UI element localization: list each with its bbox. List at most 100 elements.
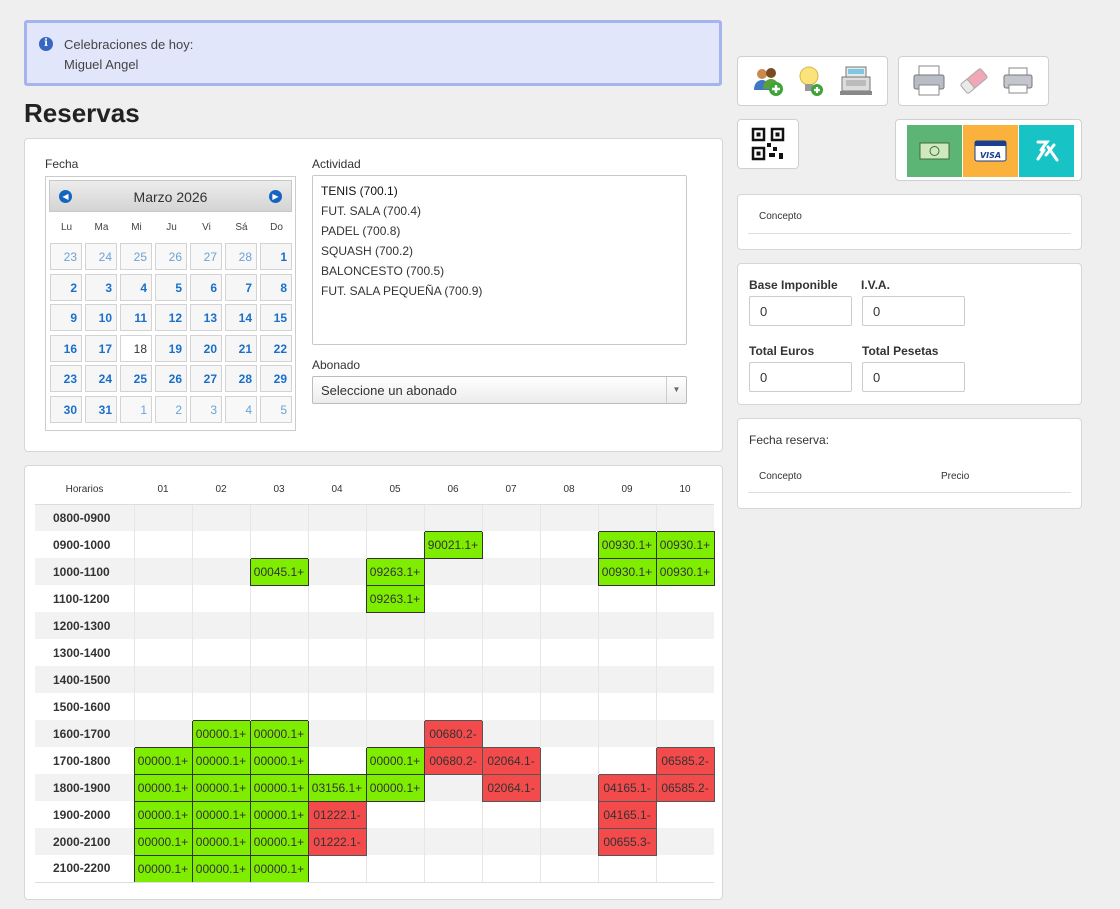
calendar-day[interactable]: 26 [155,243,187,270]
empty-slot-cell[interactable] [597,585,656,612]
booking-cell-positive[interactable]: 00000.1+ [249,800,309,829]
calendar-day[interactable]: 2 [155,395,187,423]
booking-cell-negative[interactable]: 02064.1- [481,746,541,775]
empty-slot-cell[interactable] [539,504,598,531]
empty-slot-cell[interactable] [481,558,540,585]
booking-cell-positive[interactable]: 00000.1+ [249,827,309,856]
calendar-day[interactable]: 8 [260,273,292,301]
booking-cell-positive[interactable]: 09263.1+ [365,584,425,613]
activity-list[interactable]: TENIS (700.1) FUT. SALA (700.4) PADEL (700… [312,175,687,345]
calendar-day[interactable]: 1 [120,395,152,423]
booking-cell-positive[interactable]: 00000.1+ [249,746,309,775]
empty-slot-cell[interactable] [307,558,366,585]
empty-slot-cell[interactable] [481,504,540,531]
empty-slot-cell[interactable] [539,612,598,639]
empty-slot-cell[interactable] [597,747,656,774]
empty-slot-cell[interactable] [133,504,192,531]
calendar-day[interactable]: 10 [85,304,117,331]
empty-slot-cell[interactable] [133,666,192,693]
empty-slot-cell[interactable] [133,531,192,558]
empty-slot-cell[interactable] [481,693,540,720]
booking-cell-positive[interactable]: 00000.1+ [249,854,309,883]
calendar-day[interactable]: 27 [190,365,222,392]
calendar-day[interactable]: 28 [225,243,257,270]
empty-slot-cell[interactable] [539,558,598,585]
empty-slot-cell[interactable] [191,531,250,558]
calendar-day[interactable]: 21 [225,334,257,362]
empty-slot-cell[interactable] [481,585,540,612]
empty-slot-cell[interactable] [133,639,192,666]
activity-option[interactable]: FUT. SALA (700.4) [321,204,422,218]
empty-slot-cell[interactable] [481,666,540,693]
empty-slot-cell[interactable] [481,531,540,558]
calendar-day[interactable]: 19 [155,334,187,362]
empty-slot-cell[interactable] [133,720,192,747]
empty-slot-cell[interactable] [249,612,308,639]
empty-slot-cell[interactable] [597,666,656,693]
empty-slot-cell[interactable] [423,693,482,720]
empty-slot-cell[interactable] [481,639,540,666]
booking-cell-positive[interactable]: 00930.1+ [597,557,657,586]
booking-cell-positive[interactable]: 00930.1+ [655,557,715,586]
empty-slot-cell[interactable] [539,801,598,828]
empty-slot-cell[interactable] [597,612,656,639]
empty-slot-cell[interactable] [655,612,714,639]
empty-slot-cell[interactable] [365,801,424,828]
empty-slot-cell[interactable] [423,828,482,855]
empty-slot-cell[interactable] [249,585,308,612]
empty-slot-cell[interactable] [307,612,366,639]
empty-slot-cell[interactable] [133,612,192,639]
empty-slot-cell[interactable] [539,585,598,612]
empty-slot-cell[interactable] [655,693,714,720]
calendar-day[interactable]: 7 [225,273,257,301]
booking-cell-negative[interactable]: 04165.1- [597,773,657,802]
calendar-day[interactable]: 3 [190,395,222,423]
empty-slot-cell[interactable] [655,828,714,855]
empty-slot-cell[interactable] [655,801,714,828]
empty-slot-cell[interactable] [423,855,482,883]
total-euros-field[interactable]: 0 [749,362,852,392]
booking-cell-positive[interactable]: 03156.1+ [307,773,367,802]
calendar-day[interactable]: 12 [155,304,187,331]
idea-add-icon[interactable] [793,63,829,99]
empty-slot-cell[interactable] [481,801,540,828]
total-pesetas-field[interactable]: 0 [862,362,965,392]
empty-slot-cell[interactable] [539,531,598,558]
calendar-day[interactable]: 23 [50,243,82,270]
empty-slot-cell[interactable] [539,747,598,774]
empty-slot-cell[interactable] [539,774,598,801]
empty-slot-cell[interactable] [191,693,250,720]
empty-slot-cell[interactable] [423,504,482,531]
empty-slot-cell[interactable] [539,720,598,747]
abonado-select[interactable]: Seleccione un abonado ▼ [312,376,687,404]
empty-slot-cell[interactable] [307,720,366,747]
calendar-day[interactable]: 23 [50,365,82,392]
empty-slot-cell[interactable] [365,693,424,720]
empty-slot-cell[interactable] [365,612,424,639]
booking-cell-negative[interactable]: 06585.2- [655,746,715,775]
calendar-day[interactable]: 2 [50,273,82,301]
empty-slot-cell[interactable] [249,666,308,693]
empty-slot-cell[interactable] [191,504,250,531]
empty-slot-cell[interactable] [249,531,308,558]
calendar-day[interactable]: 13 [190,304,222,331]
booking-cell-positive[interactable]: 00930.1+ [597,530,657,559]
empty-slot-cell[interactable] [597,693,656,720]
empty-slot-cell[interactable] [249,639,308,666]
empty-slot-cell[interactable] [307,666,366,693]
empty-slot-cell[interactable] [307,639,366,666]
cash-register-icon[interactable] [838,63,874,99]
calendar-day[interactable]: 11 [120,304,152,331]
empty-slot-cell[interactable] [597,720,656,747]
empty-slot-cell[interactable] [597,639,656,666]
booking-cell-positive[interactable]: 00045.1+ [249,557,309,586]
calendar-day[interactable]: 1 [260,243,292,270]
booking-cell-positive[interactable]: 00930.1+ [655,530,715,559]
booking-cell-positive[interactable]: 09263.1+ [365,557,425,586]
booking-cell-positive[interactable]: 00000.1+ [191,854,251,883]
add-users-icon[interactable] [751,63,787,99]
calendar-day[interactable]: 9 [50,304,82,331]
empty-slot-cell[interactable] [365,666,424,693]
base-imponible-field[interactable]: 0 [749,296,852,326]
calendar-day[interactable]: 30 [50,395,82,423]
